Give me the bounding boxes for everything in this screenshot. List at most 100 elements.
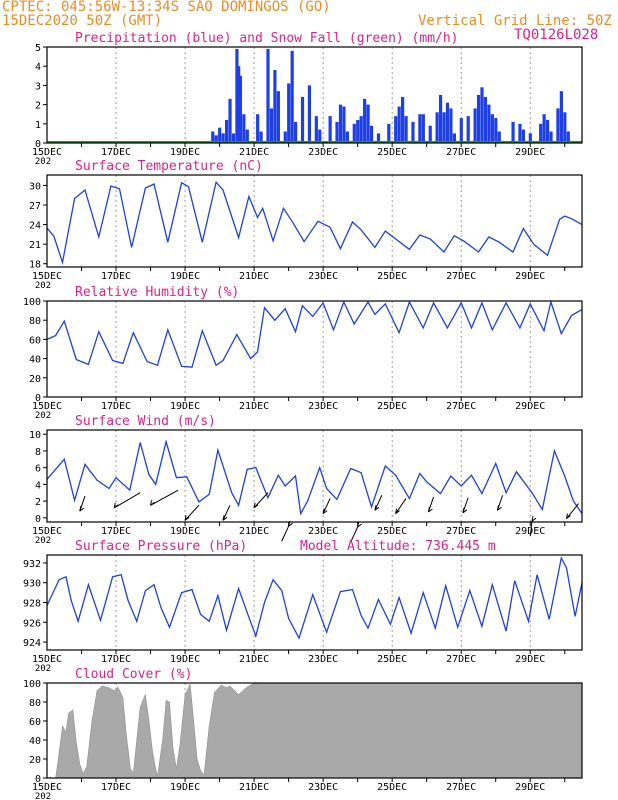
y-tick-label: 924 [23,638,41,649]
wind-arrow [184,504,200,521]
wind-arrow-head [322,508,328,515]
precip-bar [366,104,370,143]
year-fragment: 202 [35,157,51,167]
precip-bar [511,121,515,143]
plot-frame [46,554,583,651]
precip-bar [345,131,349,143]
y-tick-label: 60 [29,335,41,346]
wind-arrow-head [79,506,85,512]
x-tick-label: 19DEC [170,782,200,793]
wind-arrow-head [357,521,362,528]
precip-bar [483,96,488,143]
rh-line [46,299,583,368]
plot-frame [46,429,583,523]
precip-bar [549,131,553,143]
press-line [46,556,583,640]
chart-header: CPTEC: 045:56W-13:34S SAO DOMINGOS (GO) … [0,0,618,46]
precip-bar [256,114,260,143]
precip-bar [231,133,236,143]
precip-bar [237,66,241,143]
temp-line [46,180,583,265]
x-tick-label: 25DEC [377,526,407,537]
year-fragment: 202 [35,536,51,546]
y-tick-label: 6 [35,464,41,475]
y-tick-label: 3 [35,81,41,92]
x-tick-label: 29DEC [515,147,545,158]
x-tick-label: 27DEC [446,401,476,412]
precip-bar [559,91,563,143]
wind-arrow-head [374,505,380,511]
rh-title: Relative Humidity (%) [75,285,239,300]
x-tick-label: 19DEC [170,401,200,412]
precip-bar [238,75,242,143]
y-tick-label: 18 [29,260,41,271]
precip-bar [459,118,463,143]
precip-bar [435,112,439,143]
y-tick-label: 932 [23,559,41,570]
precip-bar [401,96,405,143]
precip-bar [490,114,494,143]
precip-bar [245,129,249,143]
x-tick-label: 21DEC [239,401,269,412]
precip-bar [283,131,287,143]
x-tick-label: 29DEC [515,782,545,793]
precip-bar [487,104,491,143]
y-tick-label: 20 [29,755,41,766]
precip-bar [328,116,332,143]
precip-bar [411,121,415,143]
x-tick-label: 15DEC [32,654,62,665]
precip-bar [476,95,481,143]
wind-arrow-head [222,515,228,521]
y-tick-label: 0 [35,774,41,785]
x-tick-label: 21DEC [239,654,269,665]
precip-bar [466,116,470,143]
precip-bar [335,121,339,143]
precip-bar [539,123,543,143]
precip-bar [480,87,484,143]
x-tick-label: 29DEC [515,654,545,665]
y-tick-label: 21 [29,240,41,251]
model-code: TQ0126L028 [514,27,599,43]
y-tick-label: 0 [35,139,41,150]
y-tick-label: 30 [29,181,41,192]
x-tick-label: 15DEC [32,526,62,537]
precip-bar [269,108,274,143]
precip-bar [294,121,298,143]
wind-arrow [566,503,579,519]
precip-bar [556,108,560,143]
wind-arrow-head [253,502,259,509]
x-tick-label: 29DEC [515,271,545,282]
x-tick-label: 27DEC [446,526,476,537]
wind-arrow [322,498,331,514]
precip-bar [259,131,263,143]
year-fragment: 202 [35,664,51,674]
y-tick-label: 2 [35,497,41,508]
precip-title: Precipitation (blue) and Snow Fall (gree… [75,31,459,46]
y-tick-label: 928 [23,599,41,610]
precip-bar [445,102,450,143]
y-tick-label: 40 [29,736,41,747]
x-tick-label: 15DEC [32,401,62,412]
station-title: CPTEC: 045:56W-13:34S SAO DOMINGOS (GO) [2,0,331,15]
year-fragment: 202 [35,281,51,291]
wind-arrow-head [113,502,119,509]
x-tick-label: 19DEC [170,147,200,158]
y-tick-label: 100 [23,679,41,690]
x-tick-label: 25DEC [377,782,407,793]
x-tick-label: 19DEC [170,654,200,665]
precip-bar [211,131,215,143]
x-tick-label: 27DEC [446,782,476,793]
vertical-grid-note: Vertical Grid Line: 50Z [418,13,612,29]
precip-bar [404,116,408,143]
press-panel: 924 926 928 930 932 15DEC 17DEC 19DEC 21DEC 23DEC… [23,539,583,674]
x-tick-label: 27DEC [446,271,476,282]
x-tick-label: 29DEC [515,401,545,412]
x-tick-label: 15DEC [32,271,62,282]
x-tick-label: 25DEC [377,271,407,282]
y-tick-label: 80 [29,316,41,327]
wind-panel: 0 2 4 6 8 10 15DEC 17DEC 19DEC 21DEC 23DEC 25DEC 27D… [29,414,583,546]
wind-title: Surface Wind (m/s) [75,414,216,429]
year-fragment: 202 [35,411,51,421]
precip-bar [290,50,294,144]
